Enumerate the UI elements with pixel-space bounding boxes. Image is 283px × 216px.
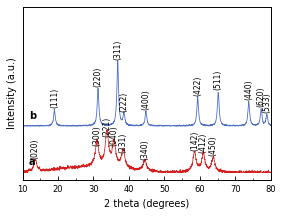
Text: (142): (142) — [190, 131, 199, 151]
Text: (222): (222) — [119, 91, 128, 112]
Text: (450): (450) — [209, 136, 218, 156]
Y-axis label: Intensity (a.u.): Intensity (a.u.) — [7, 57, 17, 129]
Text: (311): (311) — [113, 39, 122, 60]
Text: (300): (300) — [93, 125, 102, 146]
Text: (620): (620) — [257, 87, 266, 107]
Text: (020): (020) — [31, 138, 40, 159]
Text: (340): (340) — [140, 139, 149, 160]
Text: (220): (220) — [94, 66, 102, 87]
Text: (400): (400) — [142, 89, 150, 110]
Text: (422): (422) — [193, 75, 202, 95]
Text: b: b — [29, 111, 36, 121]
Text: (412): (412) — [199, 132, 208, 153]
Text: (511): (511) — [214, 70, 223, 90]
Text: a: a — [29, 157, 35, 167]
X-axis label: 2 theta (degrees): 2 theta (degrees) — [104, 199, 189, 209]
Text: (231): (231) — [119, 132, 128, 153]
Text: (111): (111) — [50, 88, 59, 108]
Text: (040): (040) — [110, 125, 119, 146]
Text: (221): (221) — [102, 116, 112, 137]
Text: (440): (440) — [244, 79, 253, 100]
Text: (533): (533) — [262, 92, 271, 113]
